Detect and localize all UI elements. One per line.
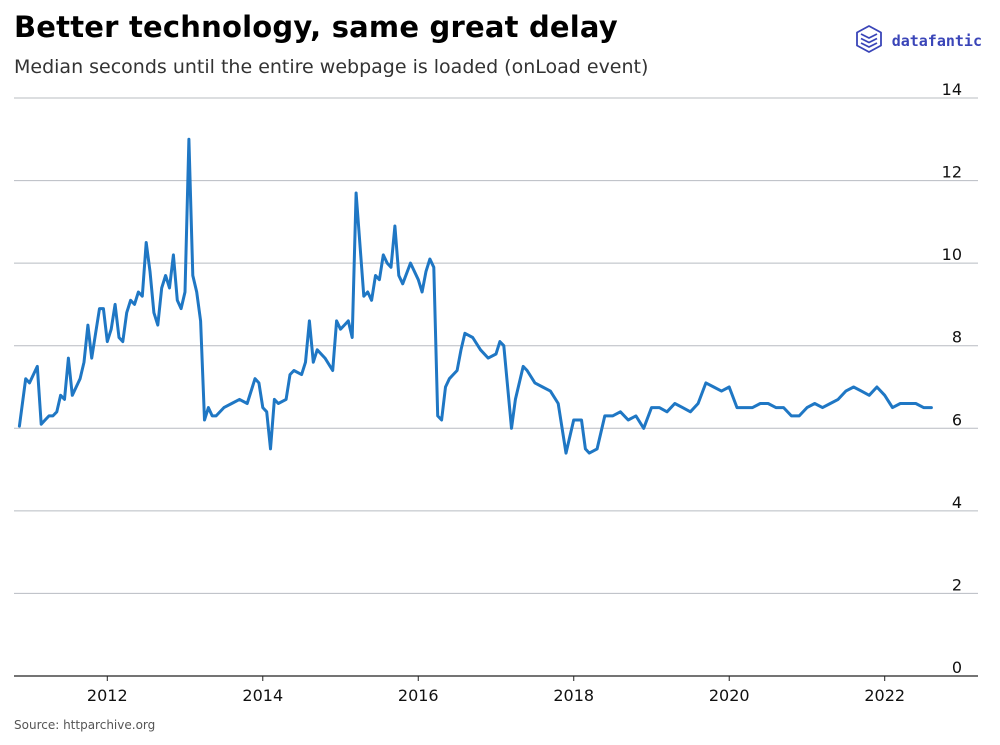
y-tick-label: 6: [952, 410, 962, 429]
y-tick-label: 0: [952, 658, 962, 677]
x-axis: 2012 2014 2016 2018 2020 2022: [87, 676, 905, 705]
y-tick-label: 14: [942, 80, 962, 99]
x-tick-label: 2012: [87, 686, 128, 705]
y-tick-label: 4: [952, 493, 962, 512]
y-tick-label: 2: [952, 575, 962, 594]
stacked-hexagon-logo-icon: [854, 24, 884, 58]
y-tick-label: 12: [942, 163, 962, 182]
x-tick-label: 2018: [553, 686, 594, 705]
y-tick-label: 10: [942, 245, 962, 264]
brand-logo: datafantic: [854, 24, 982, 58]
gridlines: [14, 97, 978, 594]
source-note: Source: httparchive.org: [14, 718, 156, 732]
chart-subtitle: Median seconds until the entire webpage …: [14, 56, 649, 78]
x-tick-label: 2022: [864, 686, 905, 705]
x-tick-label: 2016: [398, 686, 439, 705]
x-tick-label: 2020: [709, 686, 750, 705]
series-line-median-onload: [17, 137, 933, 455]
y-tick-label: 8: [952, 328, 962, 347]
y-axis: 0 2 4 6 8 10 12 14: [942, 80, 962, 677]
brand-name: datafantic: [891, 32, 982, 50]
x-tick-label: 2014: [242, 686, 283, 705]
chart-title: Better technology, same great delay: [14, 10, 618, 44]
